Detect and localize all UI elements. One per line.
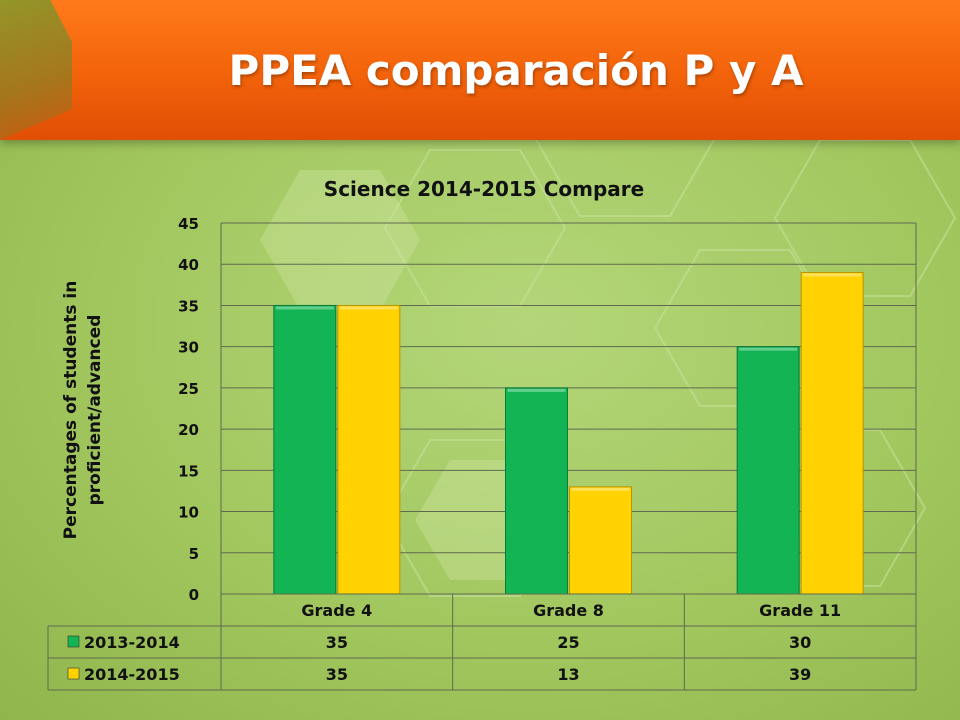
data-table-value: 39: [789, 665, 811, 684]
title-banner: [0, 0, 960, 140]
y-tick-label: 20: [178, 421, 199, 439]
x-category-label: Grade 8: [533, 601, 604, 620]
y-tick-label: 15: [178, 462, 199, 480]
y-tick-label: 35: [178, 297, 199, 315]
bars: [273, 271, 864, 595]
y-axis-label-line-2: proficient/advanced: [85, 315, 105, 506]
bar: [800, 271, 864, 595]
x-category-label: Grade 4: [301, 601, 372, 620]
bar: [505, 387, 568, 595]
y-tick-label: 10: [178, 504, 199, 522]
data-table-value: 35: [326, 665, 348, 684]
y-tick-label: 40: [178, 256, 199, 274]
legend-series-name: 2014-2015: [84, 665, 180, 684]
y-tick-label: 30: [178, 339, 199, 357]
data-table: Grade 4 Grade 8 Grade 11 2013-2014 35 25 30 201…: [47, 593, 917, 691]
data-table-value: 35: [326, 633, 348, 652]
data-table-value: 13: [557, 665, 579, 684]
legend-series-name: 2013-2014: [84, 633, 180, 652]
legend-swatch: [67, 667, 80, 680]
data-table-value: 25: [557, 633, 579, 652]
legend-swatch: [67, 635, 80, 648]
y-tick-label: 0: [189, 586, 199, 604]
y-axis-label-line-1: Percentages of students in: [61, 281, 81, 540]
data-table-value: 30: [789, 633, 811, 652]
bar: [273, 304, 337, 595]
y-tick-label: 25: [178, 380, 199, 398]
y-tick-label: 45: [178, 215, 199, 233]
chart-title: Science 2014-2015 Compare: [324, 177, 644, 201]
bar: [337, 304, 401, 595]
bar: [736, 346, 800, 595]
gridlines: [220, 222, 917, 595]
bar: [569, 486, 632, 595]
y-axis-ticks: 0 5 10 15 20 25 30 35 40 45: [178, 215, 199, 604]
x-category-label: Grade 11: [759, 601, 841, 620]
y-axis-label: Percentages of students in proficient/ad…: [61, 281, 105, 540]
y-tick-label: 5: [189, 545, 199, 563]
slide-title: PPEA comparación P y A: [228, 46, 804, 95]
